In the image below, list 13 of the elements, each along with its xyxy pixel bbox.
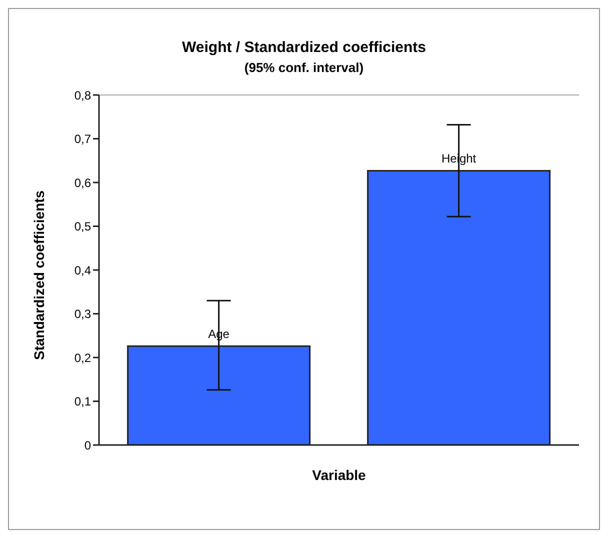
y-tick-label: 0,6 xyxy=(74,176,92,190)
y-tick-label: 0,7 xyxy=(74,132,92,146)
y-tick-label: 0,2 xyxy=(74,350,92,365)
y-tick-label: 0,5 xyxy=(74,220,92,234)
y-tick-label: 0 xyxy=(84,438,92,452)
y-tick-label: 0,8 xyxy=(74,88,92,102)
y-tick-label: 0,3 xyxy=(74,307,92,322)
y-axis-title: Standardized coefficients xyxy=(30,190,47,360)
y-tick-label: 0,1 xyxy=(74,394,92,409)
y-tick-label: 0,4 xyxy=(74,263,92,278)
chart-title: Weight / Standardized coefficients xyxy=(181,39,427,56)
x-axis-title: Variable xyxy=(312,467,366,483)
chart-subtitle: (95% conf. interval) xyxy=(243,60,365,75)
